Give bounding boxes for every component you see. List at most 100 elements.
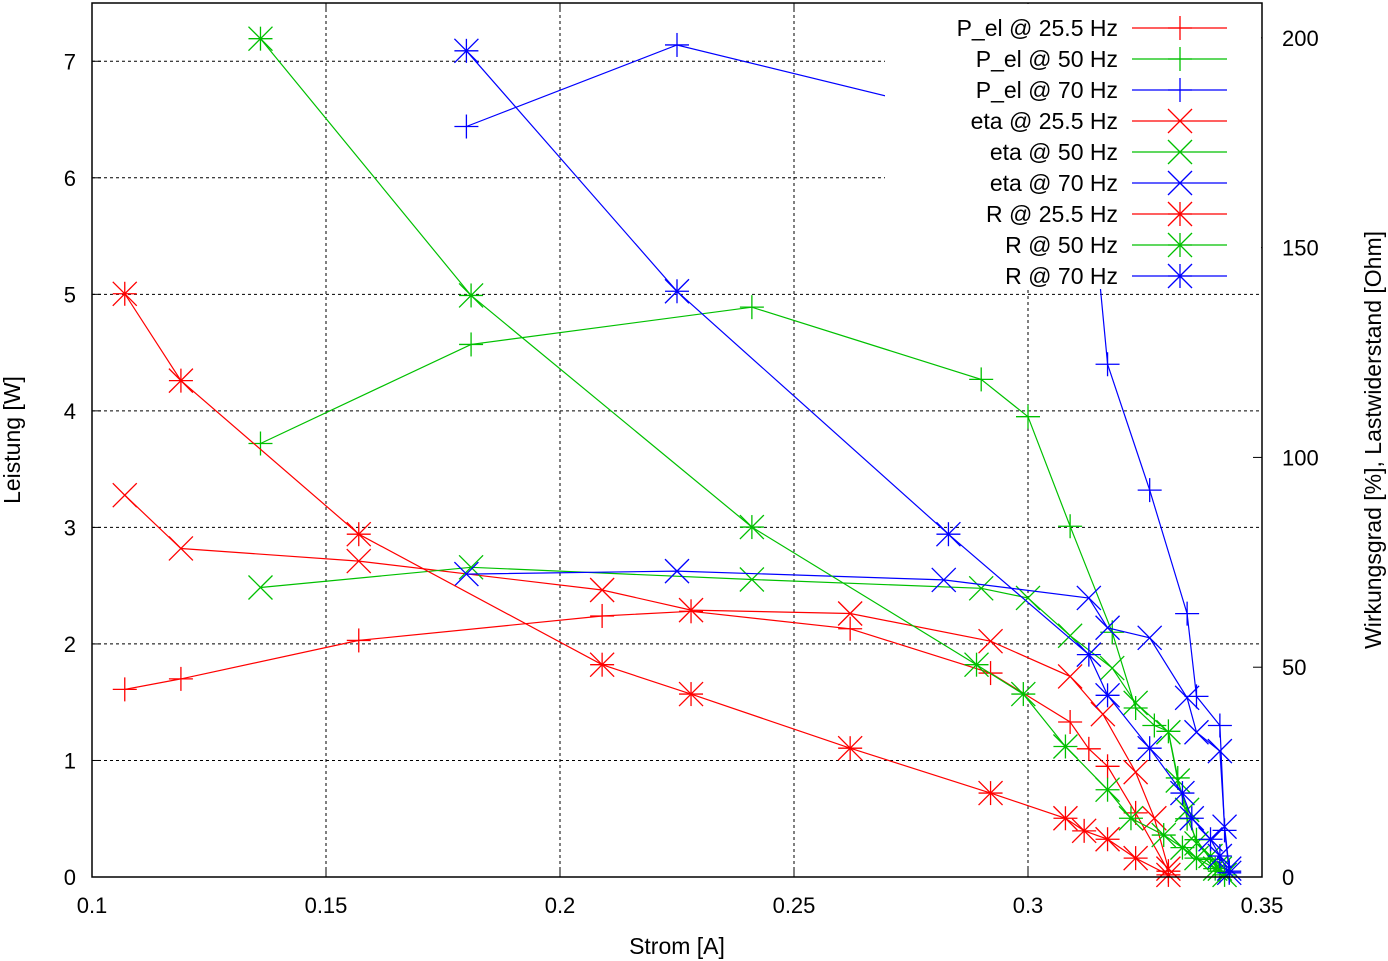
y-tick-label: 6 bbox=[64, 166, 76, 191]
series-layer bbox=[112, 26, 1242, 888]
series-eta-70-hz-point bbox=[1212, 814, 1238, 840]
legend-label: eta @ 50 Hz bbox=[990, 139, 1118, 165]
series-eta-50-hz-point bbox=[248, 575, 273, 600]
x-tick-label: 0.3 bbox=[1013, 893, 1044, 918]
series-r-50-hz-point bbox=[1010, 681, 1036, 707]
legend-label: R @ 25.5 Hz bbox=[986, 201, 1118, 227]
series-eta-50-hz-point bbox=[458, 554, 484, 580]
series-r-70-hz-point bbox=[1169, 780, 1195, 806]
y-axis-label: Leistung [W] bbox=[0, 376, 25, 504]
series-r-70-hz bbox=[453, 38, 1242, 886]
legend-label: eta @ 70 Hz bbox=[990, 170, 1118, 196]
series-p-el-25-5-hz-point bbox=[1095, 754, 1120, 779]
legend-swatch-marker bbox=[1168, 16, 1192, 40]
series-eta-50-hz-point bbox=[1155, 719, 1181, 745]
series-r-70-hz-point bbox=[1095, 682, 1121, 708]
series-r-70-hz-point bbox=[935, 521, 961, 547]
legend-swatch-marker bbox=[1167, 139, 1193, 165]
series-eta-50-hz-point bbox=[739, 567, 765, 592]
series-r-25-5-hz-point bbox=[978, 780, 1004, 806]
series-p-el-25-5-hz-point bbox=[1058, 710, 1083, 735]
series-r-70-hz-point bbox=[1198, 826, 1223, 852]
series-r-50-hz-point bbox=[964, 652, 989, 678]
series-p-el-25-5-hz bbox=[112, 599, 1181, 884]
series-eta-25-5-hz-point bbox=[978, 628, 1004, 654]
series-r-70-hz-point bbox=[1207, 843, 1233, 869]
series-r-70-hz-point bbox=[453, 38, 479, 64]
y2-tick-label: 0 bbox=[1282, 865, 1294, 890]
series-p-el-25-5-hz-point bbox=[168, 666, 193, 691]
series-p-el-50-hz-point bbox=[459, 332, 484, 357]
series-eta-70-hz-point bbox=[1207, 738, 1233, 764]
series-eta-25-5-hz-point bbox=[168, 536, 194, 561]
y-tick-label: 3 bbox=[64, 515, 76, 540]
x-tick-label: 0.35 bbox=[1241, 893, 1284, 918]
series-r-50-hz-point bbox=[1212, 862, 1238, 888]
series-r-50-hz-point bbox=[1052, 734, 1078, 759]
series-r-25-5-hz-point bbox=[1123, 845, 1149, 871]
series-eta-50-hz-point bbox=[1123, 690, 1149, 716]
series-r-25-5-hz-point bbox=[837, 735, 863, 761]
series-eta-25-5-hz-point bbox=[1123, 759, 1149, 785]
series-p-el-50-hz-point bbox=[1016, 404, 1040, 429]
series-r-50-hz-point bbox=[739, 514, 765, 540]
series-p-el-50-hz-point bbox=[1123, 696, 1148, 721]
series-r-50-hz-point bbox=[1095, 777, 1121, 803]
series-p-el-50-hz-point bbox=[969, 367, 994, 392]
legend-label: P_el @ 70 Hz bbox=[976, 77, 1118, 103]
y2-tick-label: 100 bbox=[1282, 445, 1319, 470]
series-eta-50-hz-line bbox=[260, 566, 1221, 869]
series-eta-70-hz-point bbox=[1137, 625, 1163, 651]
series-eta-25-5-hz-point bbox=[1141, 805, 1167, 831]
series-eta-25-5-hz-point bbox=[112, 482, 138, 508]
legend-swatch-marker bbox=[1167, 108, 1193, 134]
legend-swatch-marker bbox=[1167, 263, 1193, 289]
series-p-el-50-hz bbox=[248, 295, 1232, 884]
series-r-25-5-hz-point bbox=[1052, 805, 1078, 831]
y-tick-label: 4 bbox=[64, 399, 76, 424]
series-eta-25-5-hz-point bbox=[589, 577, 615, 603]
series-p-el-25-5-hz-point bbox=[838, 616, 863, 641]
series-r-70-hz-point bbox=[664, 278, 690, 304]
legend-background bbox=[885, 4, 1261, 289]
series-eta-70-hz-point bbox=[1076, 585, 1102, 611]
x-tick-label: 0.2 bbox=[545, 893, 576, 918]
series-r-25-5-hz bbox=[112, 281, 1181, 888]
series-r-25-5-hz-point bbox=[112, 281, 138, 307]
series-eta-70-hz-point bbox=[931, 567, 957, 593]
y-tick-label: 5 bbox=[64, 282, 76, 307]
series-r-25-5-hz-point bbox=[346, 521, 372, 547]
axis-ticks: 0.1 0.15 0.2 0.25 0.3 0.35 0 1 2 3 4 5 6 7 0 50 100 150 20… bbox=[64, 3, 1319, 918]
y-tick-label: 2 bbox=[64, 632, 76, 657]
series-p-el-25-5-hz-point bbox=[1076, 736, 1101, 761]
x-tick-label: 0.25 bbox=[773, 893, 816, 918]
series-r-25-5-hz-point bbox=[168, 368, 194, 394]
series-r-25-5-hz-point bbox=[1071, 818, 1097, 844]
y2-tick-label: 50 bbox=[1282, 655, 1306, 680]
series-eta-25-5-hz-point bbox=[346, 548, 372, 574]
legend-swatch-marker bbox=[1168, 47, 1192, 71]
legend-label: R @ 50 Hz bbox=[1005, 232, 1118, 258]
series-eta-50-hz-point bbox=[1099, 655, 1125, 681]
legend-swatch-marker bbox=[1167, 201, 1193, 227]
series-p-el-70-hz-point bbox=[665, 32, 689, 57]
series-p-el-70-hz-point bbox=[1175, 601, 1200, 626]
grid-lines bbox=[92, 3, 1262, 877]
legend-label: eta @ 25.5 Hz bbox=[971, 108, 1118, 134]
series-p-el-50-hz-line bbox=[260, 306, 1221, 872]
series-p-el-70-hz-point bbox=[1137, 478, 1162, 503]
series-eta-50-hz-point bbox=[968, 575, 994, 601]
series-eta-70-hz-point bbox=[664, 558, 690, 584]
y2-tick-label: 150 bbox=[1282, 236, 1319, 261]
series-eta-25-5-hz-point bbox=[1090, 701, 1116, 727]
series-r-50-hz-point bbox=[1151, 822, 1177, 848]
series-eta-70-hz bbox=[453, 558, 1242, 882]
plot-frame bbox=[91, 2, 1263, 878]
series-eta-25-5-hz-point bbox=[1057, 663, 1083, 689]
series-r-50-hz-point bbox=[1169, 835, 1195, 861]
series-eta-25-5-hz bbox=[112, 482, 1181, 882]
series-p-el-25-5-hz-point bbox=[679, 599, 704, 624]
series-eta-70-hz-point bbox=[1095, 615, 1121, 641]
legend-swatch-marker bbox=[1168, 78, 1192, 102]
